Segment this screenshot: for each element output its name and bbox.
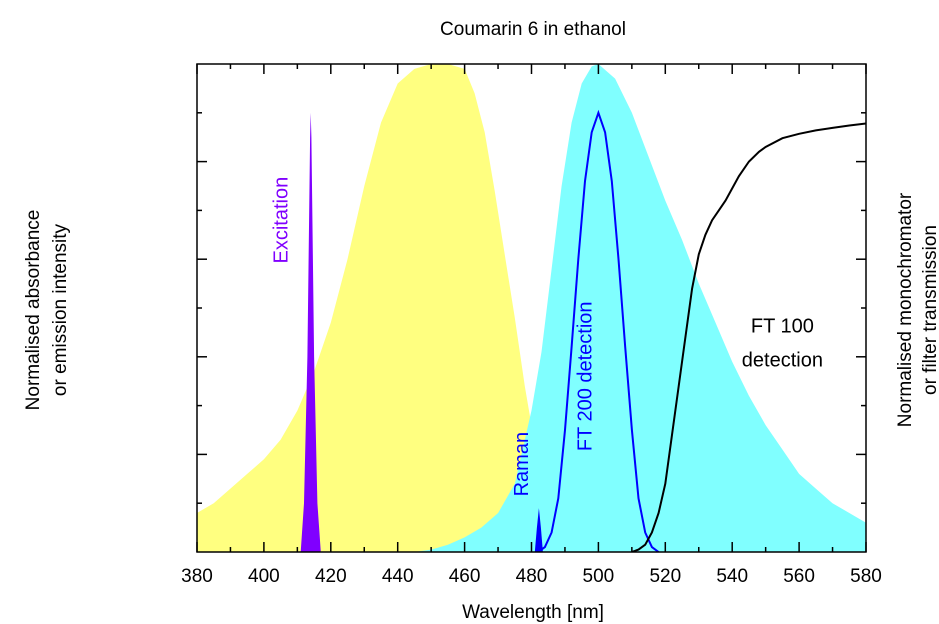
ft-200-detection-line: [537, 109, 660, 552]
raman-peak: [534, 508, 543, 552]
excitation-peak: [300, 112, 321, 552]
x-tick-label: 400: [248, 566, 280, 587]
x-tick-label: 580: [850, 566, 882, 587]
x-tick-label: 500: [583, 566, 615, 587]
annotation-ft-100: FT 100: [751, 315, 814, 337]
ft-100-detection-line: [631, 122, 866, 552]
ticks-layer: [196, 64, 867, 552]
x-tick-label: 560: [783, 566, 815, 587]
y-axis-label-right-line2: or filter transmission: [920, 225, 939, 395]
x-tick-labels: 380 400 420 440 460 480 500 520 540 560 580: [181, 566, 882, 587]
x-tick-label: 380: [181, 566, 213, 587]
emission-area: [414, 64, 866, 552]
x-tick-label: 480: [516, 566, 548, 587]
x-tick-label: 420: [315, 566, 347, 587]
annotation-raman: Raman: [511, 432, 533, 496]
x-tick-label: 440: [382, 566, 414, 587]
absorbance-area: [197, 64, 599, 552]
y-axis-label-right-line1: Normalised monochromator: [895, 192, 916, 427]
x-tick-label: 520: [649, 566, 681, 587]
annotation-detection: detection: [742, 350, 823, 372]
y-axis-label-left-line1: Normalised absorbance: [23, 210, 44, 411]
annotation-layer: Excitation Raman FT 200 detection FT 100 det…: [270, 177, 823, 497]
series-layer: [197, 64, 866, 552]
x-tick-label: 540: [716, 566, 748, 587]
annotation-excitation: Excitation: [270, 177, 292, 264]
annotation-ft-200-detection: FT 200 detection: [575, 301, 597, 451]
x-axis-label: Wavelength [nm]: [462, 602, 604, 623]
x-tick-label: 460: [449, 566, 481, 587]
chart-title: Coumarin 6 in ethanol: [440, 19, 626, 40]
y-axis-label-left-line2: or emission intensity: [50, 223, 71, 396]
